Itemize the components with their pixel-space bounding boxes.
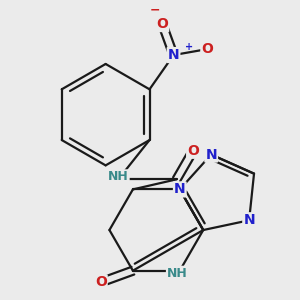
Text: N: N: [174, 182, 186, 197]
Text: N: N: [243, 213, 255, 227]
Text: N: N: [168, 48, 179, 62]
Text: O: O: [156, 17, 168, 31]
Text: N: N: [206, 148, 217, 162]
Text: NH: NH: [167, 267, 188, 280]
Text: +: +: [185, 43, 193, 52]
Text: O: O: [187, 144, 199, 158]
Text: NH: NH: [108, 170, 129, 183]
Text: O: O: [201, 42, 213, 56]
Text: O: O: [95, 275, 107, 290]
Text: −: −: [150, 4, 160, 17]
